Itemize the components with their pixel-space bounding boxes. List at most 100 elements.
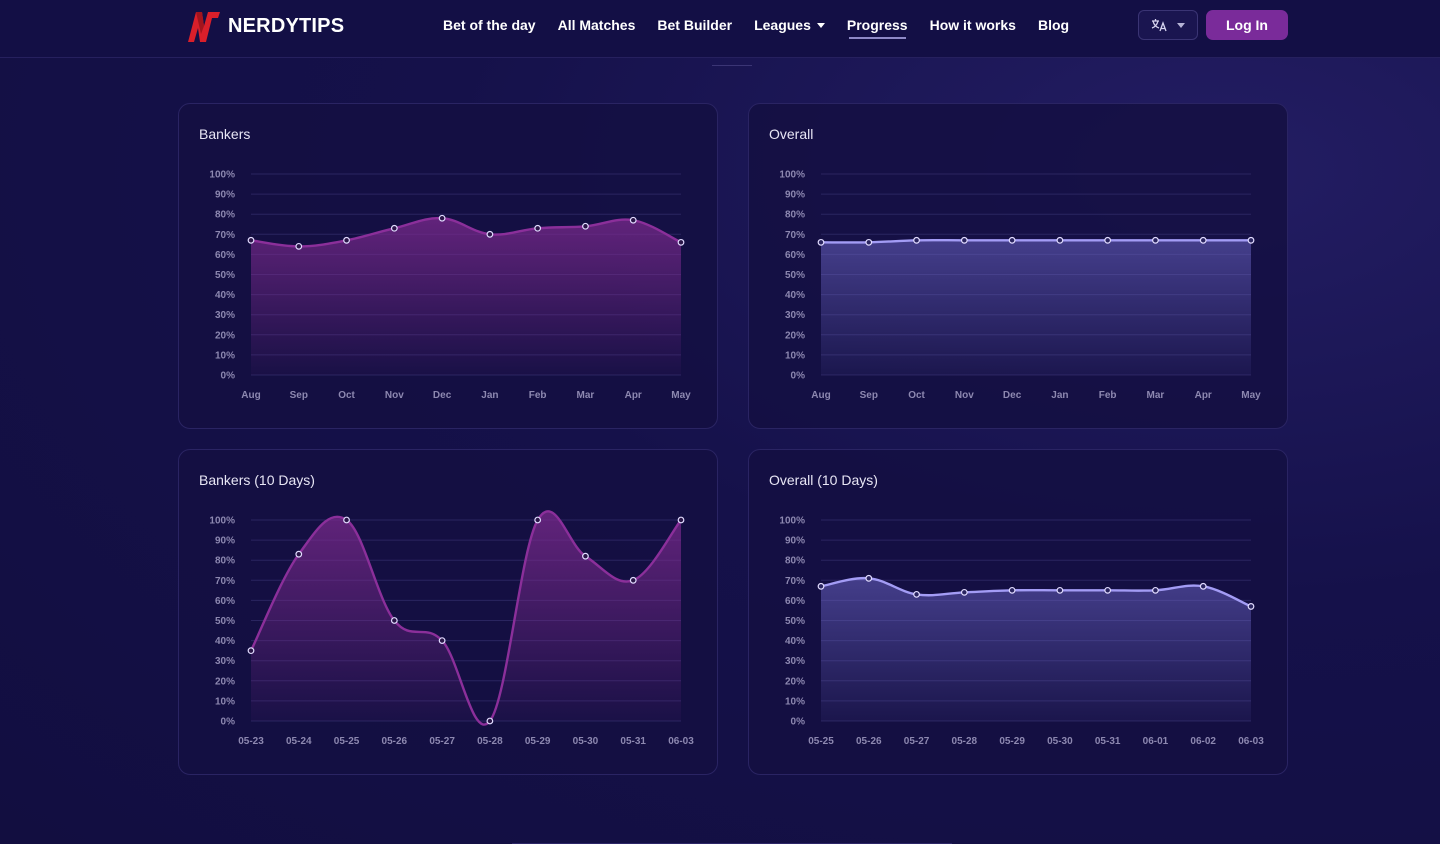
x-tick-label: 05-24 <box>286 736 312 747</box>
data-point[interactable] <box>677 516 685 524</box>
data-point[interactable] <box>486 717 494 725</box>
x-tick-label: Apr <box>625 390 642 401</box>
y-tick-label: 80% <box>215 556 235 567</box>
data-point[interactable] <box>960 236 968 244</box>
data-point[interactable] <box>534 516 542 524</box>
data-point[interactable] <box>582 222 589 230</box>
y-tick-label: 70% <box>215 576 235 587</box>
chart-title: Bankers (10 Days) <box>199 472 315 488</box>
y-tick-label: 10% <box>785 350 805 361</box>
chart-overall: 0% 10% 20% 30% 40% 50% 60% 70% 80% 90% 100% Aug Sep O… <box>779 170 1261 402</box>
nav-label: Progress <box>846 17 908 33</box>
x-tick-label: Feb <box>529 390 547 401</box>
x-tick-label: 06-03 <box>1238 736 1264 747</box>
data-point[interactable] <box>438 637 446 645</box>
x-tick-label: Oct <box>908 390 925 401</box>
logo-text: NERDYTIPS <box>228 14 345 37</box>
x-tick-label: 05-25 <box>808 736 834 747</box>
data-point[interactable] <box>534 224 542 232</box>
data-point[interactable] <box>629 576 637 584</box>
nav-all-matches[interactable]: All Matches <box>558 0 636 50</box>
x-tick-label: 05-27 <box>904 736 930 747</box>
nav-how-it-works[interactable]: How it works <box>930 0 1016 50</box>
chart-title: Overall <box>769 126 814 142</box>
data-point[interactable] <box>295 550 303 558</box>
x-tick-label: 05-30 <box>573 736 599 747</box>
data-point[interactable] <box>1199 236 1207 244</box>
x-tick-label: 05-30 <box>1047 736 1073 747</box>
x-tick-label: 05-23 <box>238 736 264 747</box>
data-point[interactable] <box>817 238 825 246</box>
y-tick-label: 30% <box>215 656 235 667</box>
x-tick-label: Sep <box>860 390 878 401</box>
y-tick-label: 10% <box>215 696 235 707</box>
login-button[interactable]: Log In <box>1206 10 1288 40</box>
nav-bet-builder[interactable]: Bet Builder <box>657 0 732 50</box>
data-point[interactable] <box>1152 586 1159 594</box>
y-tick-label: 0% <box>791 371 806 382</box>
data-point[interactable] <box>913 590 920 598</box>
y-tick-label: 50% <box>215 616 235 627</box>
x-tick-label: Jan <box>1051 390 1068 401</box>
data-point[interactable] <box>343 236 350 244</box>
y-tick-label: 40% <box>215 636 235 647</box>
main-nav: Bet of the day All Matches Bet Builder Leag… <box>443 0 1091 50</box>
y-tick-label: 60% <box>215 250 235 261</box>
nav-bet-of-the-day[interactable]: Bet of the day <box>443 0 536 50</box>
data-point[interactable] <box>1104 586 1112 594</box>
data-point[interactable] <box>247 236 255 244</box>
data-point[interactable] <box>582 552 589 560</box>
y-tick-label: 0% <box>221 717 236 728</box>
data-point[interactable] <box>1056 586 1064 594</box>
data-point[interactable] <box>960 588 968 596</box>
logo[interactable]: NERDYTIPS <box>182 8 344 44</box>
data-point[interactable] <box>1199 582 1207 590</box>
data-point[interactable] <box>1056 236 1064 244</box>
data-point[interactable] <box>1008 586 1016 594</box>
nav-blog[interactable]: Blog <box>1038 0 1069 50</box>
data-point[interactable] <box>817 582 825 590</box>
data-point[interactable] <box>343 516 350 524</box>
x-tick-label: Mar <box>577 390 595 401</box>
data-point[interactable] <box>865 238 873 246</box>
data-point[interactable] <box>486 230 494 238</box>
chart-bankers: 0% 10% 20% 30% 40% 50% 60% 70% 80% 90% 100% Aug Sep O… <box>209 170 691 402</box>
x-tick-label: 05-31 <box>1095 736 1121 747</box>
nav-label: All Matches <box>557 17 636 33</box>
nav-label: Bet of the day <box>443 17 536 33</box>
y-tick-label: 80% <box>215 210 235 221</box>
y-tick-label: 90% <box>785 536 805 547</box>
x-tick-label: May <box>671 390 691 401</box>
nav-progress[interactable]: Progress <box>847 0 908 50</box>
nav-label: Bet Builder <box>657 17 733 33</box>
data-point[interactable] <box>390 617 398 624</box>
data-point[interactable] <box>913 236 920 244</box>
y-tick-label: 10% <box>215 350 235 361</box>
chevron-down-icon <box>816 23 825 28</box>
data-point[interactable] <box>677 238 685 246</box>
data-point[interactable] <box>1152 236 1159 244</box>
y-tick-label: 30% <box>785 310 805 321</box>
x-tick-label: Feb <box>1099 390 1117 401</box>
data-point[interactable] <box>865 574 873 582</box>
data-point[interactable] <box>1247 603 1255 610</box>
chart-bankers-10-days: 0% 10% 20% 30% 40% 50% 60% 70% 80% 90% 100% 05-23 05… <box>209 510 694 747</box>
data-point[interactable] <box>295 242 303 250</box>
language-selector[interactable] <box>1138 10 1198 40</box>
data-point[interactable] <box>1104 236 1112 244</box>
x-tick-label: Jan <box>481 390 498 401</box>
y-tick-label: 50% <box>785 616 805 627</box>
data-point[interactable] <box>390 224 398 232</box>
y-tick-label: 50% <box>785 270 805 281</box>
x-tick-label: May <box>1241 390 1261 401</box>
x-tick-label: 05-26 <box>856 736 882 747</box>
data-point[interactable] <box>247 647 255 655</box>
y-tick-label: 100% <box>209 516 235 527</box>
chart-card-overall: Overall 0% 10% 20% 30% 40% 50% 60% 70% 80% 90% 100… <box>748 103 1288 429</box>
data-point[interactable] <box>1247 236 1255 244</box>
data-point[interactable] <box>1008 236 1016 244</box>
data-point[interactable] <box>438 214 446 222</box>
data-point[interactable] <box>629 216 637 224</box>
nav-leagues[interactable]: Leagues <box>754 0 825 50</box>
series-line <box>820 576 1252 608</box>
